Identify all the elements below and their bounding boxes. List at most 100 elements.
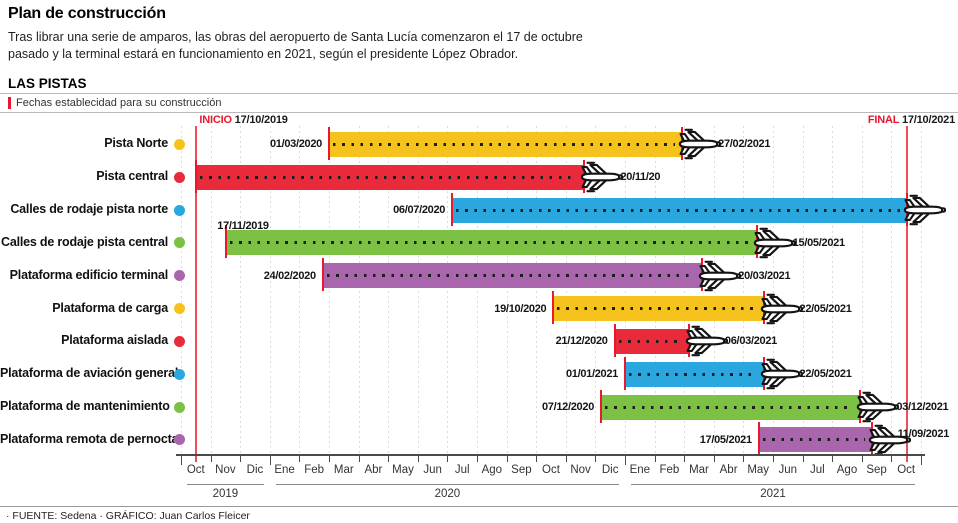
bar-dotted-leader (629, 372, 757, 376)
grid-line (536, 126, 538, 462)
divider (0, 112, 958, 113)
month-label: Mar (333, 464, 354, 476)
month-label: Ene (629, 464, 651, 476)
task-label: Calles de rodaje pista central (1, 234, 168, 249)
bar-dotted-leader (326, 274, 696, 278)
legend-label: Fechas establecidad para su construcción (16, 97, 222, 109)
task-label: Plataforma remota de pernocta (0, 431, 179, 446)
month-label: Jun (423, 464, 442, 476)
axis-tick (743, 456, 745, 462)
axis-tick (891, 456, 893, 462)
axis-tick (773, 456, 774, 462)
start-date-label: 17/11/2019 (217, 219, 269, 232)
year-label: 2020 (434, 488, 461, 500)
task-color-dot (174, 237, 185, 249)
grid-line (477, 126, 478, 462)
axis-tick (181, 456, 182, 465)
final-date: 17/10/2021 (901, 114, 955, 126)
axis-tick (447, 456, 449, 462)
grid-line (625, 126, 626, 462)
axis-tick (329, 456, 330, 462)
start-date-label: 17/05/2021 (699, 433, 752, 446)
month-label: Oct (897, 464, 916, 476)
grid-line (832, 126, 834, 462)
grid-line (417, 126, 419, 462)
bar-start-tick (328, 126, 330, 160)
bar-start-tick (321, 258, 324, 292)
year-label: 2021 (760, 488, 786, 500)
grid-line (565, 126, 567, 462)
airplane-icon (867, 423, 911, 457)
month-label: Feb (659, 464, 680, 476)
airplane-icon (697, 259, 742, 293)
axis-tick (861, 456, 863, 462)
gantt-bar (329, 131, 683, 157)
task-color-dot (174, 434, 185, 446)
month-label: Dic (601, 464, 619, 476)
grid-line (269, 126, 271, 462)
bar-dotted-leader (230, 241, 750, 245)
end-date-label: 27/02/2021 (718, 138, 771, 151)
end-date-label: 20/11/20 (620, 171, 661, 184)
inicio-label: INICIO 17/10/2019 (199, 114, 288, 126)
grid-line (181, 126, 182, 462)
grid-line (329, 126, 330, 462)
inicio-word: INICIO (199, 114, 235, 126)
month-label: Abr (364, 464, 383, 476)
intro-text: Tras librar una serie de amparos, las ob… (8, 30, 583, 61)
end-date-label: 22/05/2021 (799, 368, 852, 381)
task-label: Plataforma edificio terminal (9, 267, 169, 282)
grid-line (684, 126, 686, 462)
bar-dotted-leader (557, 307, 757, 311)
axis-tick (595, 456, 597, 462)
axis-tick (921, 456, 922, 465)
start-date-label: 07/12/2020 (541, 401, 595, 414)
airplane-icon (855, 390, 900, 424)
grid-line (861, 126, 863, 462)
bar-dotted-leader (605, 405, 854, 409)
axis-tick (210, 456, 212, 462)
task-label: Plataforma aislada (61, 333, 168, 348)
bar-start-tick (225, 225, 228, 259)
divider (0, 506, 958, 507)
axis-tick (713, 456, 715, 462)
legend-marker-icon (8, 97, 11, 109)
end-date-label: 03/12/2021 (896, 401, 949, 414)
month-label: Sep (866, 464, 887, 476)
month-label: May (747, 464, 770, 476)
gantt-bar (553, 296, 764, 322)
grid-line (654, 126, 656, 462)
grid-line (595, 126, 597, 462)
bar-start-tick (757, 422, 760, 456)
gantt-bar (452, 197, 907, 223)
final-word: FINAL (867, 114, 902, 126)
section-title: LAS PISTAS (8, 76, 87, 91)
month-label: Oct (542, 464, 560, 476)
grid-line (713, 126, 715, 462)
year-label: 2019 (212, 488, 239, 500)
task-color-dot (174, 138, 185, 150)
gantt-bar (758, 427, 872, 453)
year-line (187, 484, 264, 485)
start-date-label: 06/07/2020 (393, 204, 446, 217)
start-date-label: 21/12/2020 (555, 335, 608, 348)
task-label: Plataforma de mantenimiento (0, 399, 170, 414)
bar-start-tick (624, 356, 626, 390)
grid-line (299, 126, 301, 462)
bar-dotted-leader (200, 175, 578, 179)
month-label: Oct (186, 464, 205, 476)
task-color-dot (174, 401, 185, 413)
month-label: Jul (810, 464, 825, 476)
axis-tick (388, 456, 390, 462)
bar-dotted-leader (618, 339, 682, 343)
grid-line (891, 126, 893, 462)
page-title: Plan de construcción (8, 5, 166, 22)
bar-start-tick (451, 192, 454, 226)
grid-line (388, 126, 390, 462)
year-line (631, 484, 915, 485)
airplane-icon (677, 127, 722, 161)
month-label: Abr (719, 464, 738, 476)
start-date-label: 19/10/2020 (494, 302, 547, 315)
